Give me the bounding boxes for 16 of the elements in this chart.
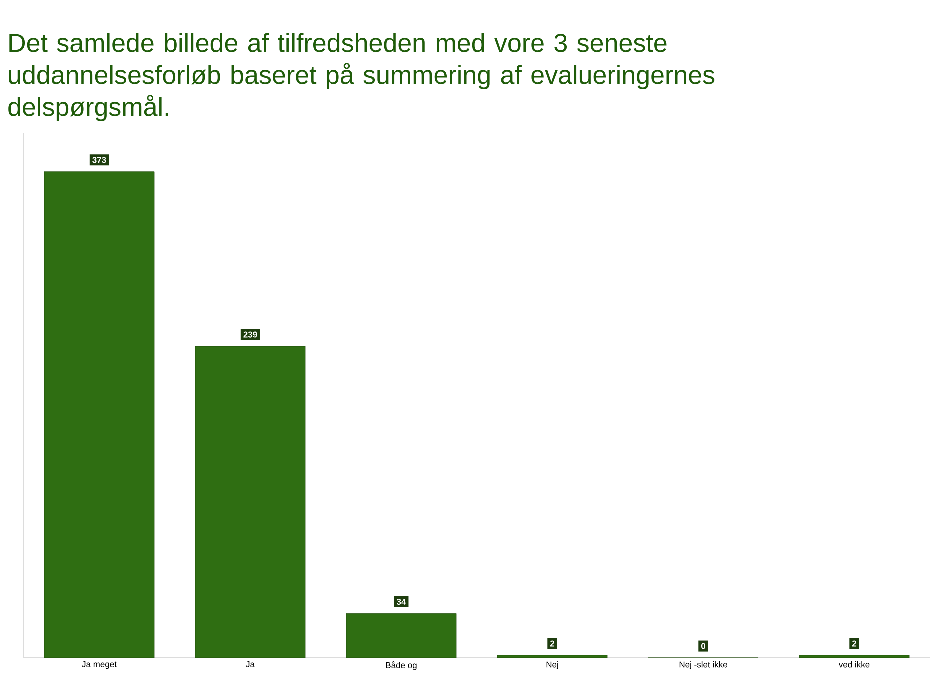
data-label: 0 <box>701 643 706 650</box>
bar <box>44 172 155 658</box>
x-tick-label: Nej <box>546 662 558 670</box>
bar <box>195 346 306 658</box>
chart-title: Det samlede billede af tilfredsheden med vore 3 seneste uddannelsesforløb baseret på summering af evalueringernes delspørgsmål. <box>8 33 715 122</box>
x-tick-label: Ja <box>246 662 255 668</box>
data-label: 373 <box>92 157 106 164</box>
data-label: 239 <box>244 332 258 338</box>
x-tick-label: ved ikke <box>838 662 870 668</box>
bar <box>346 613 457 658</box>
data-label: 2 <box>550 640 555 647</box>
x-tick-label: Både og <box>386 662 417 670</box>
x-tick-label: Nej -slet ikke <box>680 662 728 670</box>
data-label: 2 <box>852 640 857 647</box>
x-tick-label: Ja meget <box>82 662 117 670</box>
data-label: 34 <box>396 598 406 605</box>
